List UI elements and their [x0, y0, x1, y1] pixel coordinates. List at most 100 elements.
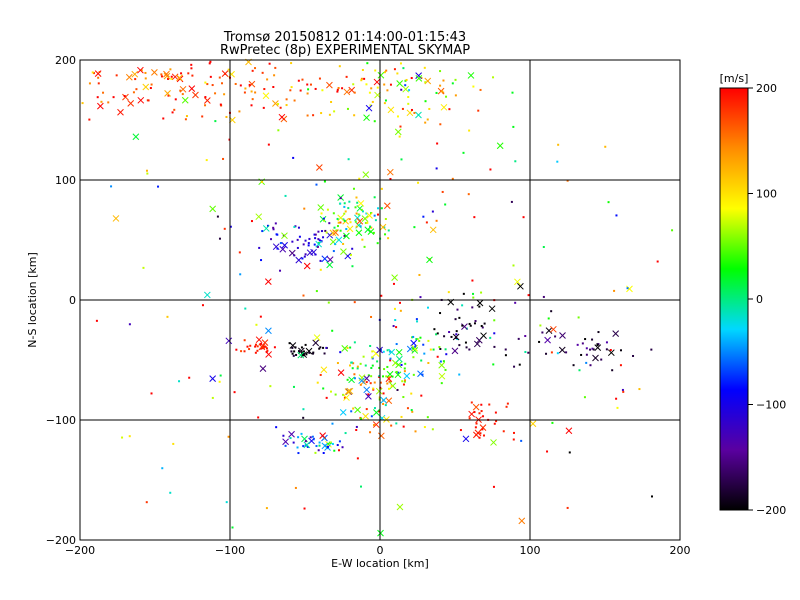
- data-point: [360, 77, 363, 80]
- data-point: [439, 348, 442, 351]
- data-point-cross: [337, 369, 345, 376]
- data-point: [456, 338, 459, 341]
- data-point-cross: [518, 517, 526, 525]
- grid-lines: [80, 60, 680, 540]
- data-point: [294, 346, 297, 349]
- data-point: [134, 78, 137, 81]
- data-point-cross: [348, 86, 356, 94]
- data-point: [399, 125, 402, 128]
- data-point: [339, 351, 342, 354]
- data-point: [597, 331, 600, 334]
- data-point: [456, 308, 459, 311]
- data-point: [421, 373, 424, 376]
- data-point: [514, 301, 517, 304]
- data-point: [356, 367, 359, 370]
- colorbar-tick-label: 100: [756, 188, 777, 201]
- data-point: [435, 219, 438, 222]
- data-point: [572, 364, 575, 367]
- data-point: [178, 380, 181, 383]
- data-point: [204, 96, 207, 99]
- data-point: [330, 390, 333, 393]
- data-point: [505, 405, 508, 408]
- data-point: [439, 123, 442, 126]
- data-point: [439, 70, 442, 73]
- data-point: [433, 328, 436, 331]
- data-point-cross: [281, 232, 288, 240]
- data-point: [342, 242, 345, 245]
- data-point: [320, 212, 323, 215]
- data-point: [150, 83, 153, 86]
- data-point: [419, 296, 422, 299]
- data-point-cross: [131, 70, 139, 78]
- data-point: [377, 410, 380, 413]
- data-point: [424, 100, 427, 103]
- data-point-cross: [395, 348, 403, 356]
- data-point: [454, 94, 457, 97]
- data-point: [396, 72, 399, 75]
- data-point: [261, 71, 264, 74]
- data-point: [427, 339, 430, 342]
- data-point: [235, 348, 238, 351]
- data-point: [400, 363, 403, 366]
- data-point: [170, 75, 173, 78]
- data-point-cross: [326, 81, 333, 89]
- data-point: [494, 411, 497, 414]
- x-tick-label: 0: [377, 544, 384, 557]
- data-point: [613, 289, 616, 292]
- data-point-cross: [544, 336, 551, 344]
- data-point: [248, 83, 251, 86]
- data-point: [472, 85, 475, 88]
- data-point: [436, 332, 439, 335]
- data-point: [318, 441, 321, 444]
- data-point: [115, 74, 118, 77]
- data-point: [370, 226, 373, 229]
- data-point: [556, 352, 559, 355]
- data-point-cross: [265, 327, 272, 335]
- data-point: [423, 66, 426, 69]
- data-point: [568, 451, 571, 454]
- data-point: [225, 115, 228, 118]
- data-point-cross: [348, 376, 355, 384]
- data-point: [492, 76, 495, 79]
- data-point: [274, 66, 277, 69]
- data-point-cross: [97, 102, 104, 110]
- data-point-cross: [363, 386, 371, 394]
- x-tick-label: −100: [215, 544, 245, 557]
- data-point: [272, 228, 275, 231]
- data-point: [296, 446, 299, 449]
- data-point: [145, 169, 148, 172]
- data-point-cross: [255, 213, 263, 221]
- data-point: [367, 374, 370, 377]
- data-point: [364, 364, 367, 367]
- data-point-cross: [403, 372, 411, 380]
- data-point-cross: [479, 424, 487, 431]
- data-point: [370, 375, 373, 378]
- data-point: [607, 201, 610, 204]
- data-point: [469, 324, 472, 327]
- data-point-cross: [258, 343, 266, 351]
- data-point: [276, 233, 279, 236]
- data-point: [360, 208, 363, 211]
- data-point-cross: [379, 223, 387, 231]
- data-point: [297, 452, 300, 455]
- data-point: [240, 350, 243, 353]
- data-point: [382, 375, 385, 378]
- data-point: [314, 233, 317, 236]
- data-point: [397, 371, 400, 374]
- data-point: [383, 102, 386, 105]
- data-point-cross: [261, 339, 269, 346]
- data-point: [290, 350, 293, 353]
- data-point: [309, 83, 312, 86]
- data-point: [347, 207, 350, 210]
- data-point-cross: [278, 113, 286, 121]
- data-point: [322, 451, 325, 454]
- data-point: [404, 84, 407, 87]
- data-point-cross: [411, 344, 418, 352]
- data-point: [243, 339, 246, 342]
- data-point-cross: [438, 372, 446, 380]
- data-point: [551, 421, 554, 424]
- data-point: [626, 287, 629, 290]
- data-point-cross: [94, 70, 102, 77]
- data-point: [511, 91, 514, 94]
- data-point: [458, 316, 461, 319]
